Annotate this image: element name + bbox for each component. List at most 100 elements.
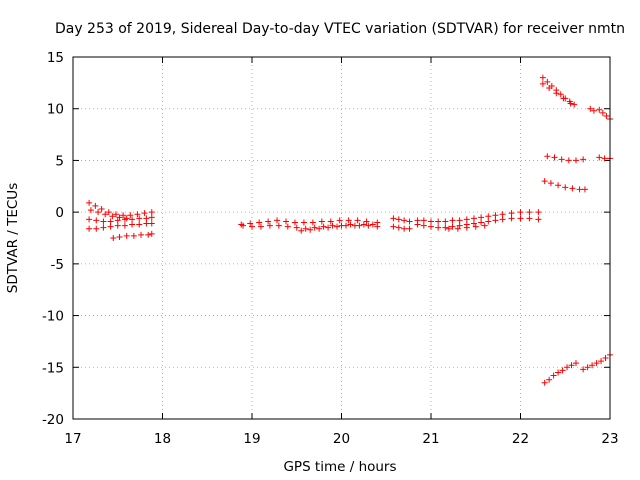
series-sat-h bbox=[298, 221, 376, 234]
data-point bbox=[395, 216, 402, 223]
y-tick-label: 15 bbox=[47, 50, 64, 66]
data-point bbox=[406, 218, 413, 225]
grid bbox=[73, 57, 610, 419]
data-point bbox=[472, 223, 479, 230]
data-point bbox=[130, 232, 137, 239]
data-point bbox=[544, 78, 551, 85]
data-point bbox=[109, 213, 116, 220]
data-point bbox=[435, 224, 442, 231]
data-point bbox=[567, 100, 574, 107]
data-point bbox=[541, 379, 548, 386]
data-point bbox=[517, 209, 524, 216]
data-point bbox=[599, 109, 606, 116]
series-sat-l bbox=[414, 215, 542, 231]
data-point bbox=[309, 219, 316, 226]
data-point bbox=[148, 209, 155, 216]
data-point bbox=[87, 207, 94, 214]
data-point bbox=[98, 206, 105, 213]
data-point bbox=[492, 217, 499, 224]
series-sat-d bbox=[110, 230, 155, 241]
data-point bbox=[316, 225, 323, 232]
data-point bbox=[311, 224, 318, 231]
data-point bbox=[86, 199, 93, 206]
data-point bbox=[302, 225, 309, 232]
data-point bbox=[266, 222, 273, 229]
data-point bbox=[127, 212, 134, 219]
data-point bbox=[141, 210, 148, 217]
data-point bbox=[560, 95, 567, 102]
x-axis-label: GPS time / hours bbox=[283, 459, 396, 475]
series-sat-c bbox=[86, 220, 155, 232]
data-point bbox=[318, 218, 325, 225]
x-tick-label: 20 bbox=[333, 431, 350, 447]
data-point bbox=[546, 376, 553, 383]
plot-frame bbox=[72, 56, 611, 420]
data-point bbox=[342, 222, 349, 229]
data-point bbox=[148, 214, 155, 221]
data-point bbox=[293, 224, 300, 231]
data-point bbox=[143, 215, 150, 222]
y-axis-label: SDTVAR / TECUs bbox=[5, 183, 21, 293]
series-sat-a bbox=[86, 199, 155, 219]
data-point bbox=[478, 214, 485, 221]
y-tick-label: 0 bbox=[55, 205, 64, 221]
data-point bbox=[351, 222, 358, 229]
data-point bbox=[275, 222, 282, 229]
x-tick-label: 21 bbox=[422, 431, 439, 447]
data-point bbox=[478, 219, 485, 226]
data-point bbox=[283, 218, 290, 225]
data-point bbox=[492, 212, 499, 219]
data-point bbox=[428, 223, 434, 230]
data-point bbox=[136, 215, 143, 222]
data-point bbox=[420, 217, 427, 224]
data-point bbox=[327, 218, 334, 225]
data-point bbox=[539, 80, 546, 87]
x-tick-label: 22 bbox=[512, 431, 529, 447]
series-sat-r bbox=[544, 153, 587, 164]
data-point bbox=[539, 74, 546, 81]
data-point bbox=[569, 185, 576, 192]
data-point bbox=[526, 209, 533, 216]
data-point bbox=[508, 210, 515, 217]
data-point bbox=[374, 223, 381, 230]
data-point bbox=[112, 211, 119, 218]
data-point bbox=[564, 364, 571, 371]
data-point bbox=[95, 209, 102, 216]
data-point bbox=[576, 186, 583, 193]
data-point bbox=[428, 218, 434, 225]
y-axis-ticks: 15 10 5 0 -5 -10 -15 -20 bbox=[42, 50, 610, 428]
data-point bbox=[100, 218, 107, 225]
data-point bbox=[86, 216, 93, 223]
data-point bbox=[334, 223, 341, 230]
data-point bbox=[107, 223, 114, 230]
data-point bbox=[136, 221, 143, 228]
data-point bbox=[590, 107, 597, 114]
data-point bbox=[369, 221, 376, 228]
data-point bbox=[550, 372, 557, 379]
data-point bbox=[116, 214, 123, 221]
data-point bbox=[463, 224, 470, 231]
data-point bbox=[442, 218, 449, 225]
data-point bbox=[508, 215, 515, 222]
series-sat-v bbox=[580, 351, 613, 373]
data-point bbox=[249, 223, 255, 230]
data-point bbox=[456, 222, 463, 229]
data-point bbox=[547, 180, 554, 187]
data-point bbox=[102, 211, 109, 218]
data-point bbox=[121, 222, 128, 229]
y-tick-label: 10 bbox=[47, 102, 64, 118]
data-point bbox=[123, 215, 130, 222]
data-point bbox=[291, 219, 298, 226]
data-point bbox=[535, 216, 542, 223]
data-point bbox=[580, 366, 587, 373]
data-point bbox=[572, 360, 579, 367]
data-point bbox=[116, 233, 123, 240]
x-axis-ticks: 17 18 19 20 21 22 23 bbox=[64, 57, 619, 447]
y-tick-label: -20 bbox=[42, 412, 64, 428]
data-point bbox=[395, 224, 402, 231]
data-point bbox=[517, 215, 524, 222]
data-point bbox=[138, 231, 145, 238]
data-point bbox=[555, 182, 562, 189]
data-point bbox=[555, 369, 562, 376]
data-point bbox=[107, 218, 114, 225]
